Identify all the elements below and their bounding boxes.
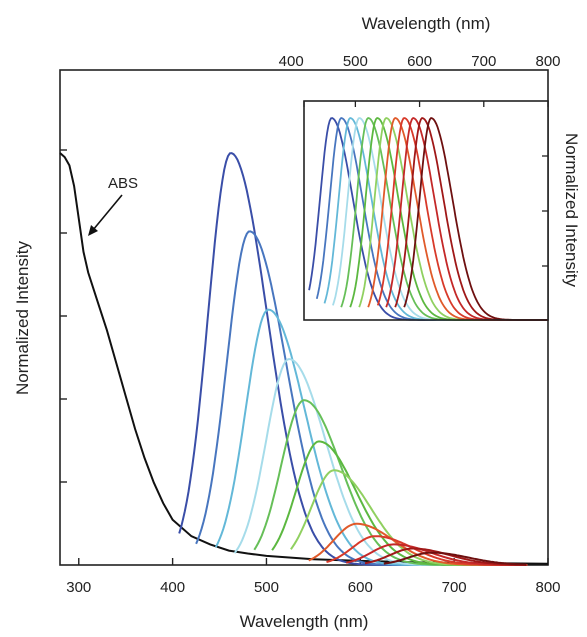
abs-annotation-label: ABS bbox=[108, 175, 138, 192]
main-y-axis-title: Normalized Intensity bbox=[13, 241, 32, 396]
main-x-tick-label: 600 bbox=[348, 579, 373, 596]
emission-series-line-12 bbox=[383, 551, 527, 566]
inset-x-tick-label: 600 bbox=[407, 53, 432, 70]
inset-x-tick-label: 500 bbox=[343, 53, 368, 70]
absorption-series-line bbox=[59, 152, 549, 565]
main-x-tick-label: 800 bbox=[535, 579, 560, 596]
main-x-tick-label: 300 bbox=[66, 579, 91, 596]
main-series-group bbox=[59, 152, 549, 566]
abs-annotation-arrow-head bbox=[88, 225, 98, 236]
emission-series-line-5 bbox=[253, 399, 527, 566]
main-x-tick-label: 700 bbox=[442, 579, 467, 596]
inset-x-tick-label: 400 bbox=[279, 53, 304, 70]
inset-y-axis-title: Normalized Intensity bbox=[562, 133, 581, 288]
main-x-tick-label: 500 bbox=[254, 579, 279, 596]
abs-annotation-arrow-line bbox=[92, 194, 123, 231]
main-x-axis-title: Wavelength (nm) bbox=[240, 612, 369, 631]
inset-x-axis-title: Wavelength (nm) bbox=[362, 14, 491, 33]
inset-x-tick-label: 700 bbox=[471, 53, 496, 70]
inset-x-tick-label: 800 bbox=[535, 53, 560, 70]
inset-axis-ticks: 400 500 600 700 800 bbox=[279, 53, 561, 267]
main-x-tick-label: 400 bbox=[160, 579, 185, 596]
